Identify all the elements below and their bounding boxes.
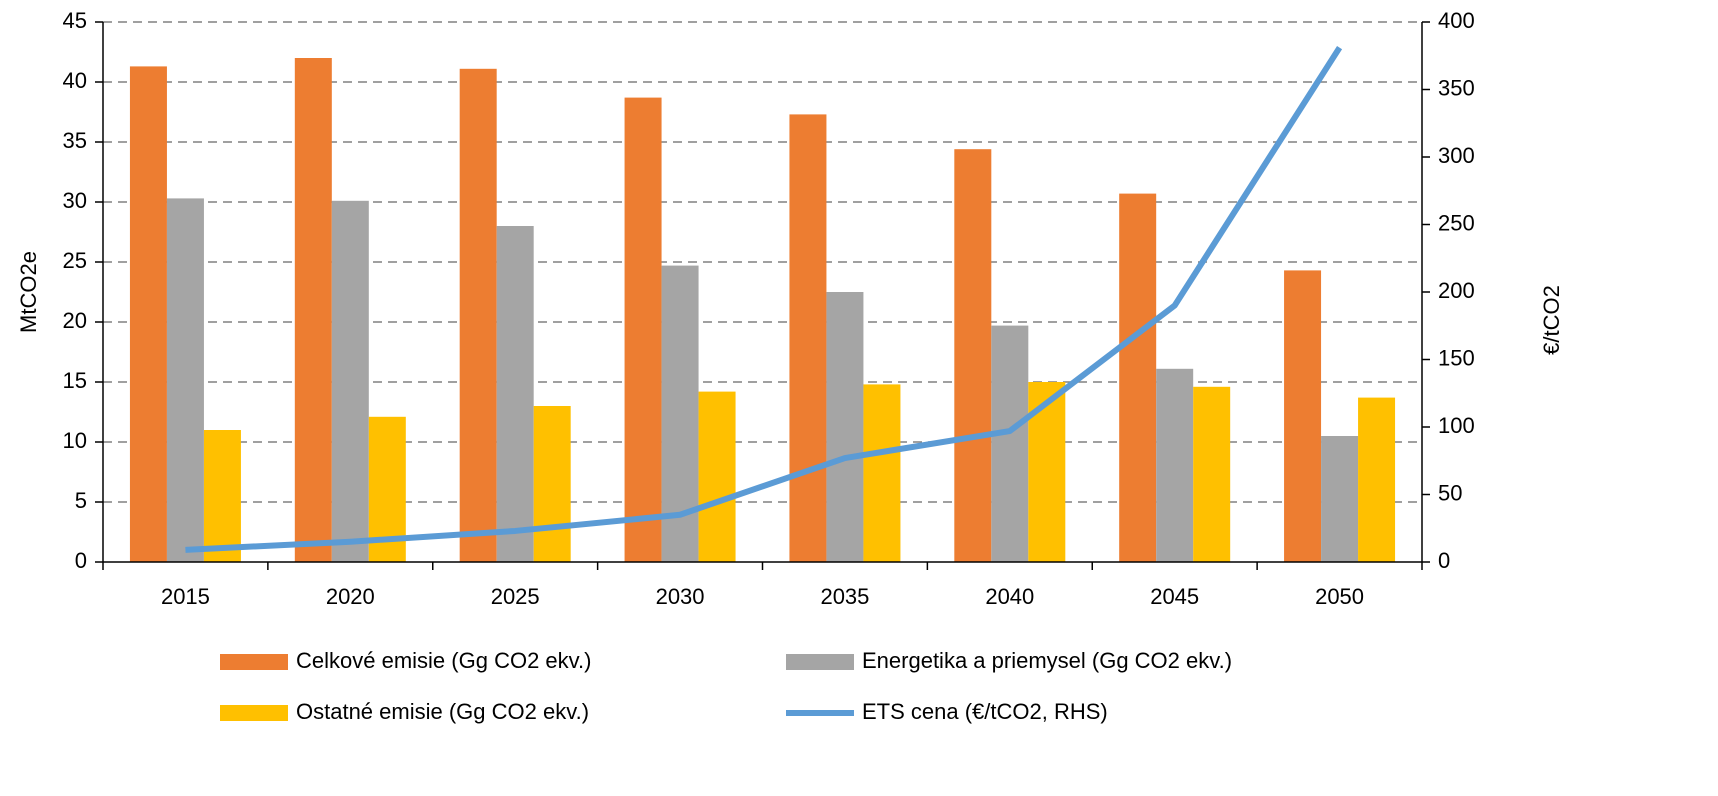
y-tick-label: 5	[75, 488, 87, 513]
y-tick-label: 0	[75, 548, 87, 573]
legend-swatch	[786, 654, 854, 670]
bar	[1156, 368, 1194, 562]
bar	[954, 149, 992, 562]
y-axis-title: MtCO2e	[16, 251, 41, 333]
legend-swatch	[220, 705, 288, 721]
bar	[496, 226, 534, 562]
x-tick-label: 2030	[656, 584, 705, 609]
y2-tick-label: 250	[1438, 210, 1475, 235]
bar	[533, 406, 571, 562]
bar	[1119, 193, 1157, 562]
y-tick-label: 10	[63, 428, 87, 453]
x-tick-label: 2050	[1315, 584, 1364, 609]
bar	[991, 325, 1029, 562]
bar	[331, 200, 369, 563]
bar	[129, 66, 167, 563]
line	[185, 46, 1343, 553]
y-tick-label: 15	[63, 368, 87, 393]
y-tick-label: 40	[63, 68, 87, 93]
bar	[1358, 397, 1396, 562]
bar	[294, 58, 332, 562]
legend-label: Energetika a priemysel (Gg CO2 ekv.)	[862, 648, 1232, 673]
legend-label: Celkové emisie (Gg CO2 ekv.)	[296, 648, 591, 673]
bar	[624, 97, 662, 562]
x-tick-label: 2045	[1150, 584, 1199, 609]
x-tick-label: 2020	[326, 584, 375, 609]
y-tick-label: 30	[63, 188, 87, 213]
x-tick-label: 2040	[985, 584, 1034, 609]
bar	[863, 384, 901, 562]
y2-tick-label: 350	[1438, 75, 1475, 100]
y-tick-label: 35	[63, 128, 87, 153]
y2-tick-label: 200	[1438, 278, 1475, 303]
bar	[698, 391, 736, 562]
bar	[826, 292, 864, 562]
bar	[789, 114, 827, 563]
y-tick-label: 20	[63, 308, 87, 333]
y2-tick-label: 300	[1438, 143, 1475, 168]
x-tick-label: 2025	[491, 584, 540, 609]
bar	[1321, 436, 1359, 562]
bar	[203, 430, 241, 562]
bar	[166, 198, 204, 562]
legend-swatch	[220, 654, 288, 670]
y2-axis-title: €/tCO2	[1539, 285, 1564, 355]
y2-tick-label: 400	[1438, 8, 1475, 33]
y-tick-label: 25	[63, 248, 87, 273]
y2-tick-label: 0	[1438, 548, 1450, 573]
legend-label: ETS cena (€/tCO2, RHS)	[862, 699, 1108, 724]
bar	[1284, 270, 1322, 562]
x-tick-label: 2015	[161, 584, 210, 609]
y2-tick-label: 50	[1438, 480, 1462, 505]
y2-tick-label: 150	[1438, 345, 1475, 370]
y-tick-label: 45	[63, 8, 87, 33]
bar	[1193, 386, 1231, 562]
y2-tick-label: 100	[1438, 413, 1475, 438]
legend-label: Ostatné emisie (Gg CO2 ekv.)	[296, 699, 589, 724]
bar	[459, 68, 497, 563]
x-tick-label: 2035	[820, 584, 869, 609]
